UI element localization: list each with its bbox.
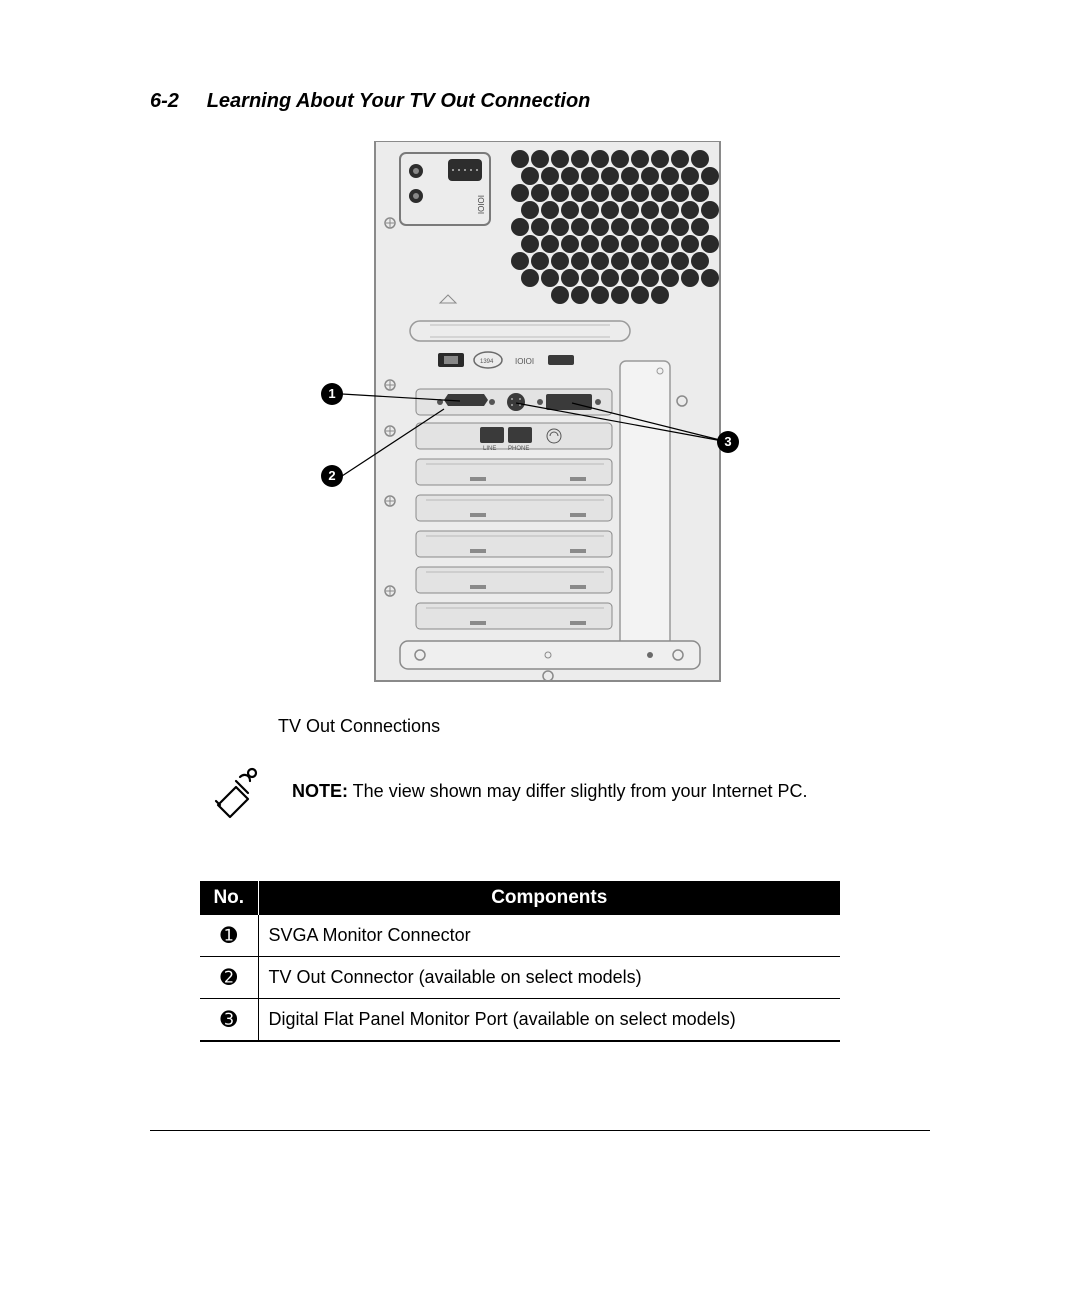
section-number: 6-2 xyxy=(150,90,179,112)
row-desc: TV Out Connector (available on select mo… xyxy=(258,957,840,999)
diagram-caption: TV Out Connections xyxy=(278,716,930,737)
note-hand-icon xyxy=(210,767,264,821)
row-desc: SVGA Monitor Connector xyxy=(258,915,840,957)
table-header-components: Components xyxy=(258,881,840,915)
section-title: Learning About Your TV Out Connection xyxy=(207,90,591,112)
pc-rear-diagram: IOIOI 1394 IOIOI xyxy=(320,141,760,686)
table-row: ➌ Digital Flat Panel Monitor Port (avail… xyxy=(200,999,840,1042)
svg-text:PHONE: PHONE xyxy=(508,446,529,452)
svg-text:1: 1 xyxy=(328,386,335,401)
svg-text:IOIOI: IOIOI xyxy=(476,195,485,214)
svg-text:3: 3 xyxy=(724,434,731,449)
note-label: NOTE: xyxy=(292,781,348,801)
table-header-no: No. xyxy=(200,881,258,915)
table-row: ➊ SVGA Monitor Connector xyxy=(200,915,840,957)
diagram-container: IOIOI 1394 IOIOI xyxy=(150,141,930,686)
row-number: ➌ xyxy=(200,999,258,1042)
note-text: NOTE: The view shown may differ slightly… xyxy=(292,767,808,802)
table-row: ➋ TV Out Connector (available on select … xyxy=(200,957,840,999)
row-number: ➊ xyxy=(200,915,258,957)
components-table: No. Components ➊ SVGA Monitor Connector … xyxy=(200,881,840,1042)
page-header: 6-2 Learning About Your TV Out Connectio… xyxy=(150,90,930,113)
note-block: NOTE: The view shown may differ slightly… xyxy=(210,767,930,821)
note-body: The view shown may differ slightly from … xyxy=(348,781,808,801)
footer-rule xyxy=(150,1130,930,1131)
svg-text:IOIOI: IOIOI xyxy=(515,357,534,366)
svg-text:2: 2 xyxy=(328,468,335,483)
svg-text:LINE: LINE xyxy=(483,446,496,452)
row-desc: Digital Flat Panel Monitor Port (availab… xyxy=(258,999,840,1042)
svg-text:1394: 1394 xyxy=(480,359,494,365)
row-number: ➋ xyxy=(200,957,258,999)
